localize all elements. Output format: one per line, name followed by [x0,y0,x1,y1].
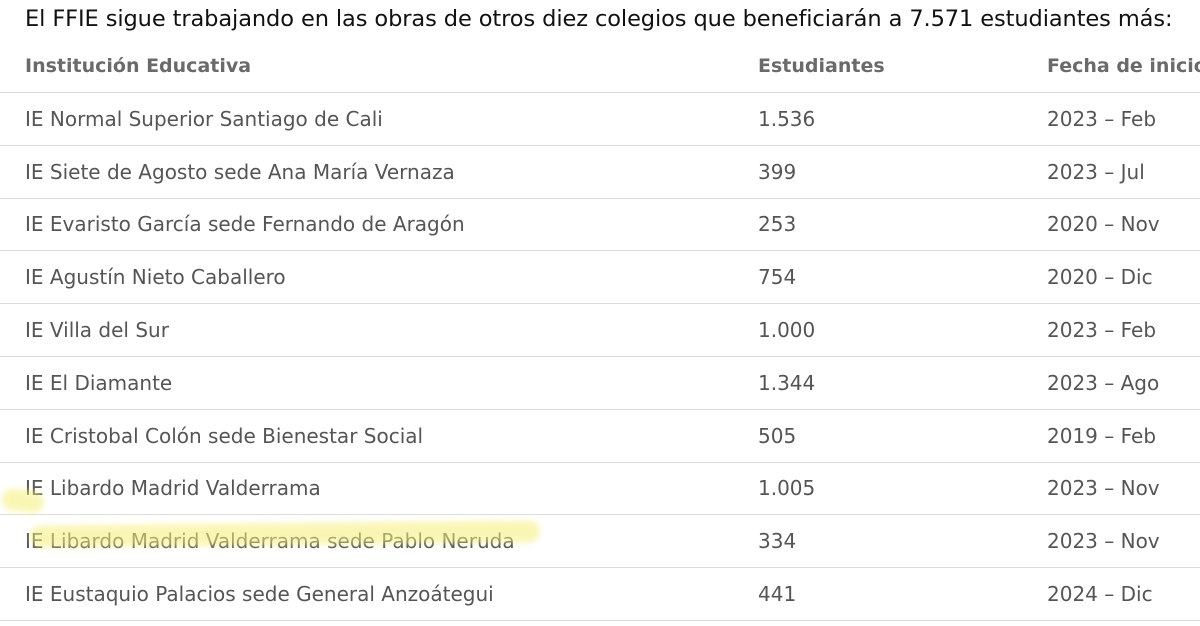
header-students: Estudiantes [758,55,885,77]
cell-institution: IE Eustaquio Palacios sede General Anzoá… [25,582,494,607]
cell-start-date: 2023 – Nov [1047,529,1160,554]
cell-students: 754 [758,265,797,290]
table-header-row: Institución Educativa Estudiantes Fecha … [0,44,1200,93]
cell-students: 505 [758,423,797,448]
table-row: IE Evaristo García sede Fernando de Arag… [0,199,1200,252]
cell-students: 1.536 [758,106,816,131]
table-row: IE Normal Superior Santiago de Cali 1.536… [0,93,1200,146]
cell-students: 1.005 [758,476,816,501]
header-start-date: Fecha de inicio [1047,55,1200,77]
cell-institution: IE Normal Superior Santiago de Cali [25,106,383,131]
cell-start-date: 2020 – Dic [1047,265,1153,290]
cell-students: 441 [758,582,797,607]
table-row: IE Agustín Nieto Caballero 754 2020 – Dic [0,251,1200,305]
cell-start-date: 2023 – Feb [1047,318,1157,343]
table-row: IE Eustaquio Palacios sede General Anzoá… [0,568,1200,621]
table-row: IE Villa del Sur 1.000 2023 – Feb [0,304,1200,357]
cell-start-date: 2023 – Nov [1047,476,1160,501]
table-row: IE El Diamante 1.344 2023 – Ago [0,357,1200,410]
cell-institution: IE Evaristo García sede Fernando de Arag… [25,212,465,237]
schools-table: Institución Educativa Estudiantes Fecha … [0,44,1200,621]
cell-start-date: 2020 – Nov [1047,212,1160,237]
table-row: IE Libardo Madrid Valderrama sede Pablo … [0,515,1200,569]
cell-institution: IE Agustín Nieto Caballero [25,265,286,290]
cell-students: 253 [758,212,797,237]
cell-institution: IE Libardo Madrid Valderrama sede Pablo … [25,529,515,554]
cell-start-date: 2023 – Feb [1047,106,1157,131]
cell-students: 399 [758,159,797,184]
cell-students: 334 [758,529,797,554]
table-row: IE Siete de Agosto sede Ana María Vernaz… [0,146,1200,199]
cell-students: 1.344 [758,370,816,395]
cell-start-date: 2023 – Ago [1047,370,1160,395]
cell-institution: IE Cristobal Colón sede Bienestar Social [25,423,424,448]
cell-institution: IE Libardo Madrid Valderrama [25,476,321,501]
cell-start-date: 2019 – Feb [1047,423,1157,448]
cell-institution: IE Siete de Agosto sede Ana María Vernaz… [25,159,455,184]
cell-start-date: 2023 – Jul [1047,159,1145,184]
table-body: IE Normal Superior Santiago de Cali 1.536… [0,93,1200,621]
cell-students: 1.000 [758,318,816,343]
table-row: IE Libardo Madrid Valderrama 1.005 2023 – … [0,463,1200,516]
cell-start-date: 2024 – Dic [1047,582,1153,607]
cell-institution: IE El Diamante [25,370,173,395]
intro-text: El FFIE sigue trabajando en las obras de… [25,6,1173,32]
table-row: IE Cristobal Colón sede Bienestar Social… [0,410,1200,463]
cell-institution: IE Villa del Sur [25,318,169,343]
header-institution: Institución Educativa [25,55,252,77]
